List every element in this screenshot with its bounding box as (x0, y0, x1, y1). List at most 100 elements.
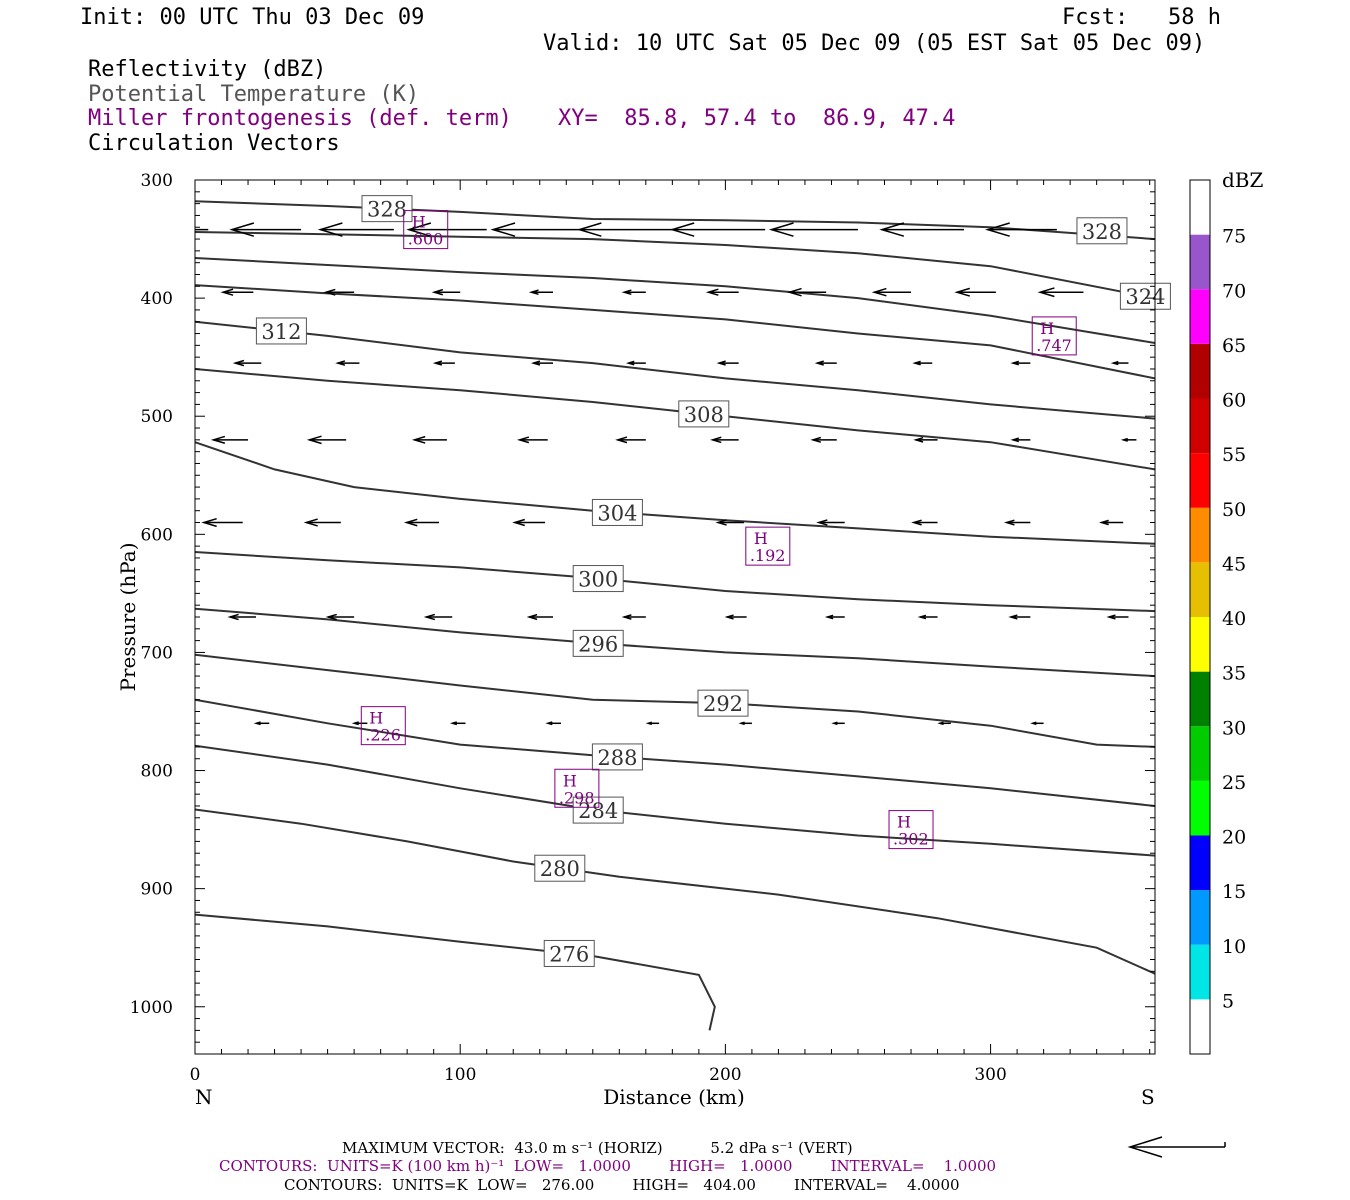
vector-head (814, 360, 824, 366)
vector-head (669, 222, 695, 237)
frontogenesis-max-letter: H (754, 529, 768, 548)
colorbar-segment (1190, 507, 1210, 563)
contour-label-box (591, 743, 643, 771)
frontogenesis-max: H.302 (888, 810, 934, 850)
vector-head (351, 721, 359, 726)
contour-label-text: 308 (684, 403, 724, 427)
vector-head (423, 613, 436, 621)
x-axis-label: Distance (km) (603, 1085, 745, 1109)
frontogenesis-max-value: .302 (893, 830, 929, 849)
frontogenesis-max: H.600 (403, 210, 449, 250)
circulation-vector (323, 288, 355, 296)
vector-head (317, 222, 343, 237)
vector-head (530, 360, 541, 366)
field-frontogenesis: Miller frontogenesis (def. term) (88, 106, 512, 131)
x-tick-label: 0 (190, 1065, 201, 1085)
circulation-vector (201, 517, 243, 528)
circulation-vector (220, 288, 254, 296)
vector-head (621, 289, 632, 296)
vector-head (1098, 519, 1109, 526)
vector-head (810, 436, 822, 443)
frontogenesis-max-value: .298 (559, 788, 595, 807)
vector-head (220, 288, 234, 296)
contour-label-box (678, 400, 730, 428)
colorbar-label: 70 (1222, 280, 1246, 302)
y-tick-label: 900 (141, 880, 173, 900)
circulation-vector (669, 222, 766, 237)
vector-head (323, 288, 336, 296)
contour-label-text: 288 (597, 746, 637, 770)
frontogenesis-max-box (554, 768, 600, 808)
frontogenesis-max: H.747 (1031, 316, 1077, 356)
vector-head (1120, 437, 1128, 442)
y-tick-label: 800 (141, 762, 173, 782)
contour-label-text: 328 (1082, 220, 1122, 244)
vector-head (716, 360, 726, 366)
theta-contour-284 (195, 744, 1155, 857)
vector-head (1003, 519, 1015, 526)
vector-head (871, 287, 887, 297)
circulation-vector (1010, 437, 1031, 443)
circulation-vector (545, 721, 561, 726)
circulation-vector (512, 518, 546, 527)
vector-head (411, 435, 426, 444)
colorbar-label: 25 (1222, 772, 1246, 794)
circulation-vector (210, 435, 249, 444)
vector-head (917, 614, 927, 620)
y-tick-label: 300 (141, 171, 173, 191)
max-vector-text: MAXIMUM VECTOR: 43.0 m s⁻¹ (HORIZ) 5.2 d… (342, 1139, 853, 1157)
vector-head (227, 613, 239, 621)
vector-head (229, 222, 255, 237)
contour-label-box (543, 939, 595, 967)
circulation-vector (831, 721, 845, 726)
contour-label-text: 328 (367, 198, 407, 222)
vector-head (705, 288, 719, 296)
frontogenesis-max-letter: H (1040, 319, 1054, 338)
colorbar-label: 20 (1222, 827, 1246, 849)
colorbar: 75 70 65 60 55 50 45 40 35 30 25 20 15 10 5 (1189, 179, 1246, 1055)
theta-contour-300 (195, 551, 1155, 613)
circulation-vector (325, 613, 355, 621)
vector-head (406, 222, 432, 237)
colorbar-label: 35 (1222, 663, 1246, 685)
circulation-vector (954, 287, 996, 297)
vector-head (490, 222, 516, 237)
vector-head (325, 613, 337, 621)
colorbar-segment (1190, 999, 1210, 1054)
theta-contour-312 (195, 320, 1155, 420)
vector-layer (143, 222, 1137, 726)
contour-label-text: 296 (578, 632, 618, 656)
frontogenesis-max-letter: H (412, 213, 426, 232)
theta-contour-296 (195, 607, 1155, 678)
circulation-vector (227, 613, 256, 621)
vector-head (306, 435, 322, 445)
contour-label-text: 292 (703, 692, 743, 716)
circulation-vector (1003, 519, 1031, 526)
circulation-vector (810, 436, 837, 443)
frontogenesis-max-value: .600 (408, 230, 444, 249)
circulation-vector (879, 222, 965, 237)
circulation-vector (1008, 614, 1031, 620)
theta-contour-288 (195, 698, 1155, 807)
vector-head (1106, 614, 1116, 620)
vector-head (824, 614, 834, 620)
contour-label-296: 296 (572, 629, 624, 657)
contour-label-292: 292 (697, 689, 749, 717)
theta-contour-316 (195, 284, 1155, 380)
colorbar-segment (1190, 234, 1210, 290)
colorbar-segment (1190, 835, 1210, 891)
theta-contour-324 (195, 231, 1155, 300)
colorbar-label: 55 (1222, 444, 1246, 466)
colorbar-label: 5 (1222, 990, 1234, 1012)
vector-head (143, 223, 164, 236)
vector-head (937, 721, 944, 726)
circulation-vector (526, 613, 554, 621)
vector-head (715, 519, 727, 526)
vector-head (431, 288, 444, 296)
circulation-vector (232, 359, 262, 367)
vector-head (210, 435, 226, 444)
frontogenesis-max: H.192 (745, 526, 791, 566)
frontogenesis-max: H.298 (554, 768, 600, 808)
circulation-vector (645, 721, 660, 726)
vector-head (1030, 721, 1037, 726)
